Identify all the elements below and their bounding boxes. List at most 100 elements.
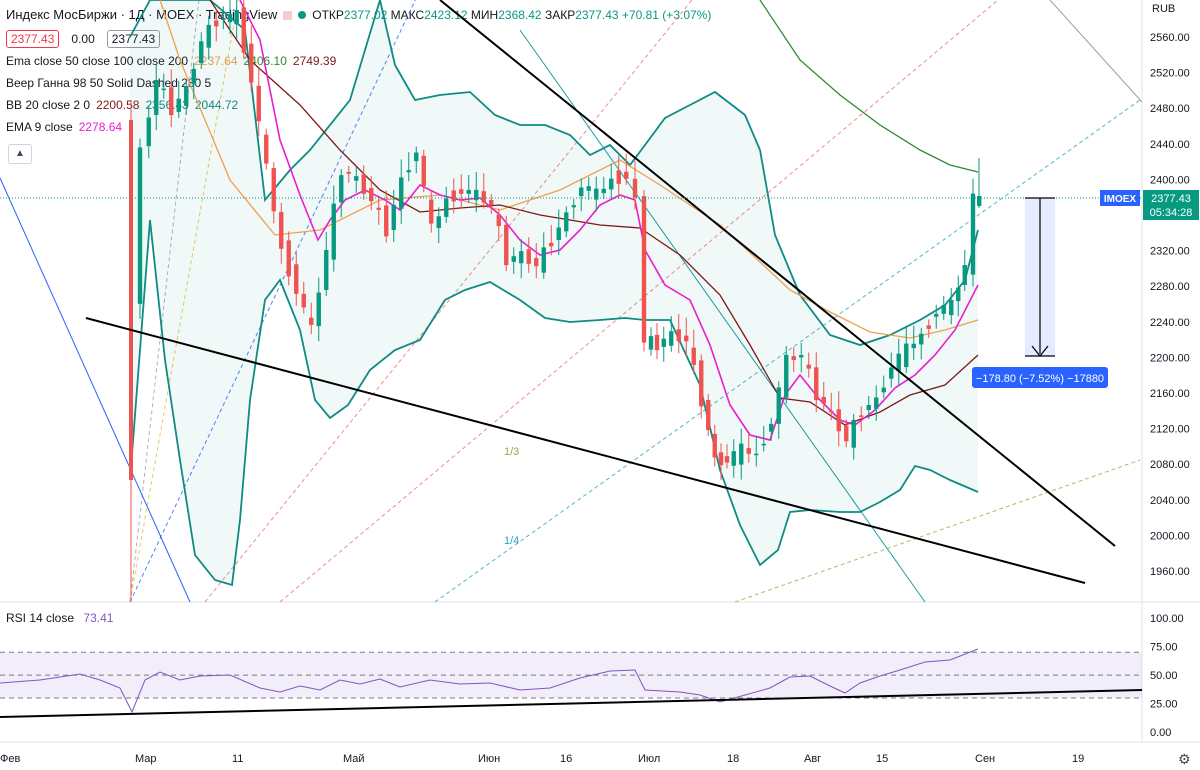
candle-body — [406, 170, 411, 173]
candle-body — [881, 387, 886, 393]
candle-body — [970, 193, 976, 275]
time-axis-label: 18 — [727, 753, 739, 765]
measure-label-bg — [972, 367, 1108, 388]
candle-body — [616, 170, 621, 184]
candle-body — [264, 134, 269, 164]
ema9-line — [239, 0, 979, 441]
measure-arrow — [1031, 345, 1049, 357]
indicator-rsi[interactable]: RSI 14 close 73.41 — [6, 611, 114, 625]
market-status-icon — [298, 11, 307, 19]
price-tick-label: 2040.00 — [1150, 495, 1190, 507]
flag-icon[interactable] — [283, 10, 293, 20]
candle-body — [526, 249, 531, 264]
candle-body — [754, 453, 759, 456]
candle-body — [294, 264, 299, 294]
candle-body — [746, 448, 751, 454]
ticker-tag-bg — [1100, 190, 1140, 206]
candle-body — [466, 189, 471, 194]
candle-body — [279, 211, 284, 249]
candle-body — [791, 356, 796, 361]
bb-lower — [129, 219, 979, 587]
time-axis-label: Авг — [804, 753, 821, 765]
time-axis-label: 16 — [560, 753, 572, 765]
candle-body — [384, 205, 389, 237]
candle-body — [934, 313, 939, 317]
gann-solid-line-3 — [1049, 0, 1143, 103]
ticker-tag: IMOEX — [1104, 194, 1137, 205]
time-axis-label: Мар — [135, 753, 157, 765]
candle-body — [199, 41, 204, 64]
candle-body — [624, 171, 629, 179]
rsi-tick-label: 25.00 — [1150, 699, 1178, 711]
collapse-legend-button[interactable]: ▲ — [8, 144, 32, 164]
candle-body — [496, 214, 501, 227]
gann-label-0: 1/3 — [504, 446, 519, 458]
candle-body — [896, 353, 901, 371]
indicator-gann-fan[interactable]: Веер Ганна 98 50 Solid Dashed 280 5 — [6, 76, 212, 90]
candle-body — [859, 415, 864, 417]
candle-body — [519, 251, 524, 264]
candle-body — [414, 152, 419, 162]
candle-body — [474, 189, 479, 201]
price-axis-bg — [1142, 0, 1200, 770]
candle-body — [489, 200, 494, 205]
ema200-line — [759, 0, 979, 173]
candle-body — [919, 333, 924, 345]
candle-body — [866, 405, 871, 410]
trendline-support — [85, 317, 1086, 584]
candle-body — [169, 87, 174, 116]
candle-body — [361, 174, 366, 194]
candle-body — [444, 198, 449, 217]
price-tick-label: 2120.00 — [1150, 424, 1190, 436]
time-axis-label: Фев — [0, 753, 20, 765]
candle-body — [459, 189, 464, 194]
candles — [129, 0, 982, 602]
gann-fan-line-5 — [434, 99, 1141, 603]
candle-body — [806, 364, 811, 369]
rsi-tick-label: 75.00 — [1150, 642, 1178, 654]
price-tick-label: 1960.00 — [1150, 566, 1190, 578]
candle-body — [354, 176, 359, 181]
candle-body — [799, 355, 804, 358]
settings-gear-icon[interactable]: ⚙ — [1178, 752, 1191, 768]
indicator-ema9[interactable]: EMA 9 close 2278.64 — [6, 120, 123, 134]
candle-body — [391, 205, 396, 230]
candle-body — [301, 293, 306, 308]
candle-body — [256, 85, 261, 122]
candle-body — [316, 292, 321, 327]
candle-body — [369, 188, 374, 202]
candle-body — [926, 325, 931, 329]
candle-body — [549, 242, 554, 247]
candle-body — [214, 20, 219, 27]
candle-body — [962, 265, 967, 285]
candle-body — [949, 299, 954, 316]
candle-body — [761, 443, 766, 446]
sell-price-box[interactable]: 2377.43 — [6, 30, 60, 48]
candle-body — [331, 203, 336, 260]
candle-body — [339, 175, 344, 203]
candle-body — [234, 9, 239, 25]
candle-body — [684, 335, 689, 342]
price-tick-label: 2320.00 — [1150, 246, 1190, 258]
candle-body — [376, 207, 381, 210]
candle-body — [669, 331, 674, 346]
candle-body — [844, 425, 849, 442]
candle-body — [904, 343, 909, 368]
candle-body — [286, 240, 291, 277]
candle-body — [956, 287, 961, 302]
candle-body — [137, 147, 143, 304]
candle-body — [221, 18, 226, 20]
rsi-tick-label: 100.00 — [1150, 613, 1184, 625]
gann-label-1: 1/4 — [504, 535, 519, 547]
candle-body — [541, 247, 546, 273]
candle-body — [632, 178, 638, 198]
candle-body — [676, 329, 681, 342]
candle-body — [941, 304, 946, 314]
time-axis-label: 19 — [1072, 753, 1084, 765]
price-tick-label: 2520.00 — [1150, 68, 1190, 80]
candle-body — [609, 178, 614, 190]
candle-body — [814, 367, 819, 401]
candle-body — [271, 168, 276, 212]
candle-body — [718, 452, 724, 466]
